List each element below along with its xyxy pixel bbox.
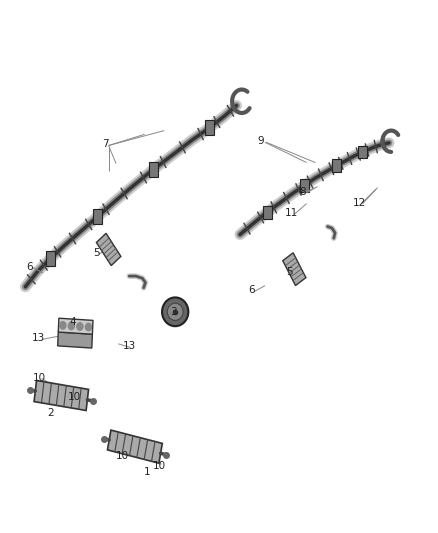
Text: 5: 5 — [93, 248, 100, 258]
Polygon shape — [358, 146, 367, 158]
Text: 10: 10 — [116, 451, 129, 461]
Text: 11: 11 — [285, 208, 298, 218]
Text: 7: 7 — [102, 139, 109, 149]
Text: 6: 6 — [26, 262, 33, 271]
Ellipse shape — [162, 297, 188, 326]
Polygon shape — [46, 251, 55, 266]
Polygon shape — [93, 209, 102, 224]
Text: 13: 13 — [32, 334, 45, 343]
Polygon shape — [300, 179, 309, 192]
Text: 6: 6 — [248, 286, 255, 295]
Polygon shape — [58, 318, 93, 334]
Polygon shape — [34, 381, 88, 410]
Circle shape — [60, 321, 66, 329]
Text: 10: 10 — [33, 374, 46, 383]
Polygon shape — [149, 162, 158, 177]
Polygon shape — [58, 332, 92, 348]
Polygon shape — [332, 159, 341, 172]
Polygon shape — [263, 206, 272, 219]
Polygon shape — [283, 253, 306, 286]
Text: 13: 13 — [123, 342, 136, 351]
Text: 5: 5 — [286, 267, 293, 277]
Text: 9: 9 — [257, 136, 264, 146]
Text: 10: 10 — [153, 462, 166, 471]
Text: 3: 3 — [170, 307, 177, 317]
Polygon shape — [96, 233, 121, 265]
Text: 8: 8 — [299, 187, 306, 197]
Polygon shape — [107, 430, 162, 463]
Text: 10: 10 — [68, 392, 81, 402]
Polygon shape — [205, 120, 214, 135]
Text: 1: 1 — [143, 467, 150, 477]
Text: 2: 2 — [47, 408, 54, 418]
Text: 4: 4 — [69, 318, 76, 327]
Text: 12: 12 — [353, 198, 366, 207]
Circle shape — [77, 323, 83, 330]
Circle shape — [68, 322, 74, 330]
Ellipse shape — [167, 303, 183, 320]
Circle shape — [85, 324, 92, 331]
